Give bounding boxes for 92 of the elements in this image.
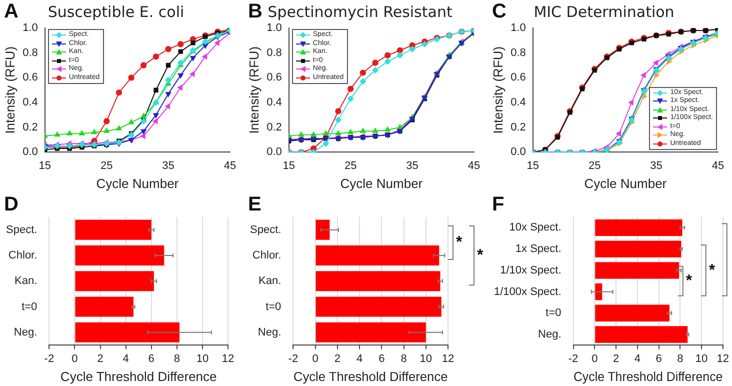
x-tick-label: 35 <box>650 160 662 172</box>
chart-title: Susceptible E. coli <box>48 2 184 21</box>
text: D <box>4 194 18 216</box>
x-tick-label: 2 <box>612 352 620 365</box>
x-tick-label: 12 <box>716 352 730 365</box>
y-tick-label: 0.0 <box>266 146 282 158</box>
x-tick-label: 8 <box>677 352 684 365</box>
x-tick-label: -2 <box>44 352 54 365</box>
y-tick-label: 1.0 <box>22 22 38 34</box>
x-tick-label: 2 <box>97 352 104 365</box>
x-tick-label: 35 <box>406 160 418 172</box>
x-tick-label: 45 <box>224 160 236 172</box>
y-tick-label: Neg. <box>538 328 562 341</box>
text: F <box>492 194 504 216</box>
y-tick-label: t=0 <box>22 300 38 313</box>
annotation: * <box>708 262 716 279</box>
y-axis-title: Intensity (RFU) <box>490 46 506 134</box>
text: * <box>477 246 484 264</box>
y-tick-label: 0.2 <box>510 121 526 134</box>
x-tick-label: -2 <box>568 352 578 365</box>
x-axis-title: Cycle Number <box>340 176 424 191</box>
x-tick-label: 15 <box>282 160 296 172</box>
y-tick-label: 0.2 <box>22 121 38 134</box>
y-tick-label: Kan. <box>14 275 38 288</box>
x-tick-label: 12 <box>442 352 454 365</box>
x-tick-label: 25 <box>588 160 601 172</box>
x-tick-label: 4 <box>122 352 129 365</box>
x-tick-label: 25 <box>344 160 357 172</box>
y-tick-label: Spect. <box>250 224 282 236</box>
x-tick-label: 10 <box>420 352 432 365</box>
x-tick-label: 45 <box>712 160 724 172</box>
chart-title: MIC Determination <box>534 2 674 21</box>
y-tick-label: 1/100x Spect. <box>494 286 562 298</box>
y-tick-label: 1x Spect. <box>515 243 562 256</box>
text: A <box>4 0 18 23</box>
y-tick-label: t=0 <box>546 307 562 320</box>
x-axis-title: Cycle Number <box>584 176 668 191</box>
y-tick-label: 0.8 <box>510 46 526 59</box>
y-tick-label: 1.0 <box>510 22 526 34</box>
x-tick-label: 0 <box>592 352 598 365</box>
y-tick-label: 1/10x Spect. <box>500 264 562 276</box>
x-tick-label: 15 <box>38 160 52 172</box>
y-tick-label: 0.6 <box>22 72 38 84</box>
annotation: * <box>686 272 693 290</box>
y-tick-label: 1.0 <box>266 22 282 34</box>
text: * <box>456 234 463 252</box>
y-tick-label: 0.6 <box>510 72 526 84</box>
y-tick-label: 0.6 <box>266 72 282 84</box>
x-tick-label: 25 <box>100 160 113 172</box>
y-tick-label: t=0 <box>266 300 282 313</box>
x-tick-label: -2 <box>288 352 298 365</box>
chart-title: Spectinomycin Resistant <box>268 2 452 21</box>
y-axis-title: Intensity (RFU) <box>2 46 18 134</box>
y-tick-label: Spect. <box>6 224 38 236</box>
y-tick-label: Kan. <box>258 275 282 288</box>
x-axis-title: Cycle Number <box>96 176 180 191</box>
x-tick-label: 10 <box>196 352 209 365</box>
y-tick-label: 0.4 <box>510 96 526 109</box>
text: E <box>248 194 262 216</box>
y-tick-label: 0.0 <box>510 146 526 158</box>
x-tick-label: 8 <box>174 352 180 365</box>
x-tick-label: 8 <box>400 352 407 365</box>
x-tick-label: 4 <box>634 352 640 365</box>
y-tick-label: 0.4 <box>266 96 282 109</box>
x-tick-label: 0 <box>312 352 318 365</box>
y-axis-title: Intensity (RFU) <box>246 46 262 134</box>
x-axis-title: Cycle Threshold Difference <box>293 368 448 384</box>
y-tick-label: Neg. <box>258 326 282 338</box>
text: C <box>492 0 506 23</box>
x-axis-title: Cycle Threshold Difference <box>60 368 217 384</box>
y-tick-label: Neg. <box>14 326 38 338</box>
y-tick-label: 0.0 <box>22 146 38 158</box>
x-tick-label: 6 <box>378 352 385 365</box>
x-tick-label: 45 <box>468 160 480 172</box>
x-tick-label: 35 <box>162 160 174 172</box>
y-tick-label: 0.8 <box>22 46 38 59</box>
y-tick-label: 0.2 <box>266 121 282 134</box>
y-tick-label: Chlor. <box>252 249 282 262</box>
y-tick-label: 0.4 <box>22 96 38 109</box>
x-tick-label: 0 <box>72 352 78 365</box>
x-tick-label: 15 <box>526 160 540 172</box>
x-tick-label: 6 <box>656 352 662 365</box>
text: B <box>248 0 262 23</box>
y-tick-label: 10x Spect. <box>509 222 562 234</box>
x-tick-label: 2 <box>334 352 340 365</box>
x-tick-label: 6 <box>148 352 154 365</box>
x-tick-label: 12 <box>222 352 234 365</box>
x-tick-label: 4 <box>356 352 363 365</box>
y-tick-label: 0.8 <box>266 46 282 59</box>
x-tick-label: 10 <box>695 352 708 365</box>
y-tick-label: Chlor. <box>8 249 38 262</box>
x-axis-title: Cycle Threshold Difference <box>573 368 723 384</box>
